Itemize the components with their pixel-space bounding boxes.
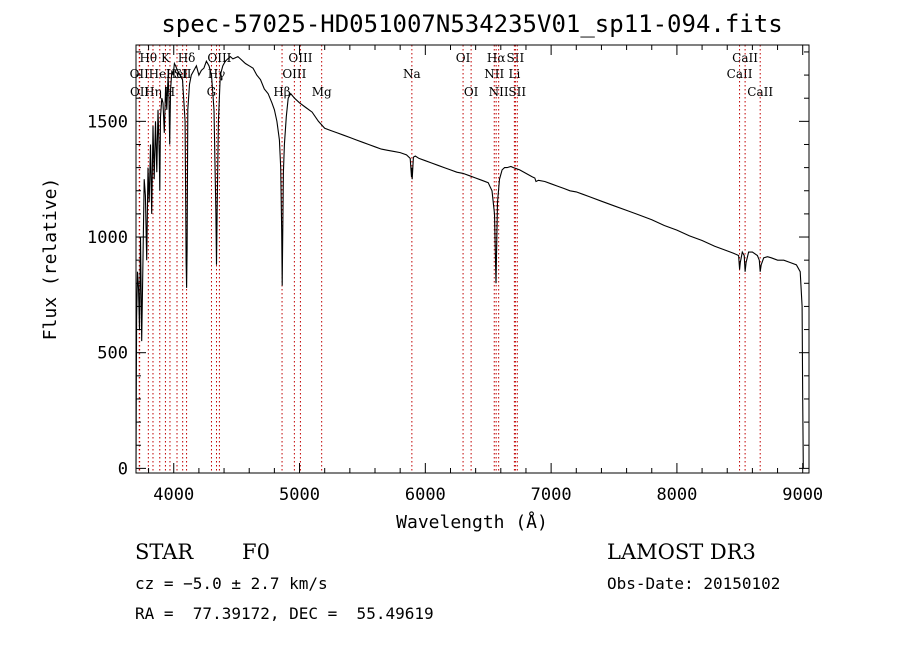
line-marker-label: Hθ — [139, 51, 157, 65]
line-marker-label: CaII — [732, 51, 758, 65]
line-marker-label: Hα — [487, 51, 506, 65]
line-marker-label: NII — [484, 67, 504, 81]
sky-coordinates: RA = 77.39172, DEC = 55.49619 — [135, 604, 434, 623]
object-class: STAR — [135, 540, 194, 564]
line-marker-label: Hβ — [273, 85, 290, 99]
x-tick-label: 6000 — [405, 485, 446, 505]
line-marker-label: OIII — [288, 51, 312, 65]
x-tick-label: 9000 — [782, 485, 823, 505]
observation-date: Obs-Date: 20150102 — [607, 574, 781, 593]
line-marker-label: G — [207, 85, 217, 99]
line-marker-label: CaII — [727, 67, 753, 81]
redshift-velocity: cz = −5.0 ± 2.7 km/s — [135, 574, 328, 593]
y-tick-label: 0 — [118, 459, 128, 479]
line-marker-label: NII — [489, 85, 509, 99]
plot-frame — [135, 44, 810, 474]
line-marker-label: SII — [174, 67, 192, 81]
x-axis-ticks: 4000 5000 6000 7000 8000 9000 — [148, 45, 823, 505]
x-tick-label: 4000 — [153, 485, 194, 505]
line-marker-label: OI — [456, 51, 471, 65]
line-marker-label: OIII — [282, 67, 306, 81]
line-marker-label: OII — [130, 85, 150, 99]
line-marker-label: Hη — [144, 85, 162, 99]
y-tick-label: 1000 — [87, 228, 128, 248]
x-axis-label: Wavelength (Å) — [396, 511, 548, 533]
spectral-subclass: F0 — [242, 540, 270, 564]
x-tick-label: 8000 — [656, 485, 697, 505]
line-markers: OIIOIIHθHηHeIKHHeISIIHδGHγOIIIHβOIIIOIII… — [130, 45, 773, 473]
y-axis-label: Flux (relative) — [40, 178, 61, 341]
y-tick-label: 500 — [97, 344, 128, 364]
y-tick-label: 1500 — [87, 112, 128, 132]
line-marker-label: OI — [464, 85, 479, 99]
line-marker-label: Mg — [312, 85, 332, 99]
line-marker-label: SII — [508, 85, 526, 99]
line-marker-label: SII — [507, 51, 525, 65]
line-marker-label: Hδ — [178, 51, 196, 65]
survey-name: LAMOST DR3 — [607, 540, 756, 564]
line-marker-label: Na — [403, 67, 421, 81]
y-axis-ticks: 0 500 1000 1500 — [87, 51, 809, 479]
spectrum-chart: spec-57025-HD051007N534235V01_sp11-094.f… — [40, 10, 823, 533]
chart-title: spec-57025-HD051007N534235V01_sp11-094.f… — [161, 10, 782, 38]
line-marker-label: H — [165, 85, 175, 99]
line-marker-label: CaII — [747, 85, 773, 99]
line-marker-label: K — [161, 51, 171, 65]
flux-series-line — [135, 55, 804, 469]
x-tick-label: 5000 — [279, 485, 320, 505]
x-tick-label: 7000 — [531, 485, 572, 505]
line-marker-label: Li — [508, 67, 520, 81]
